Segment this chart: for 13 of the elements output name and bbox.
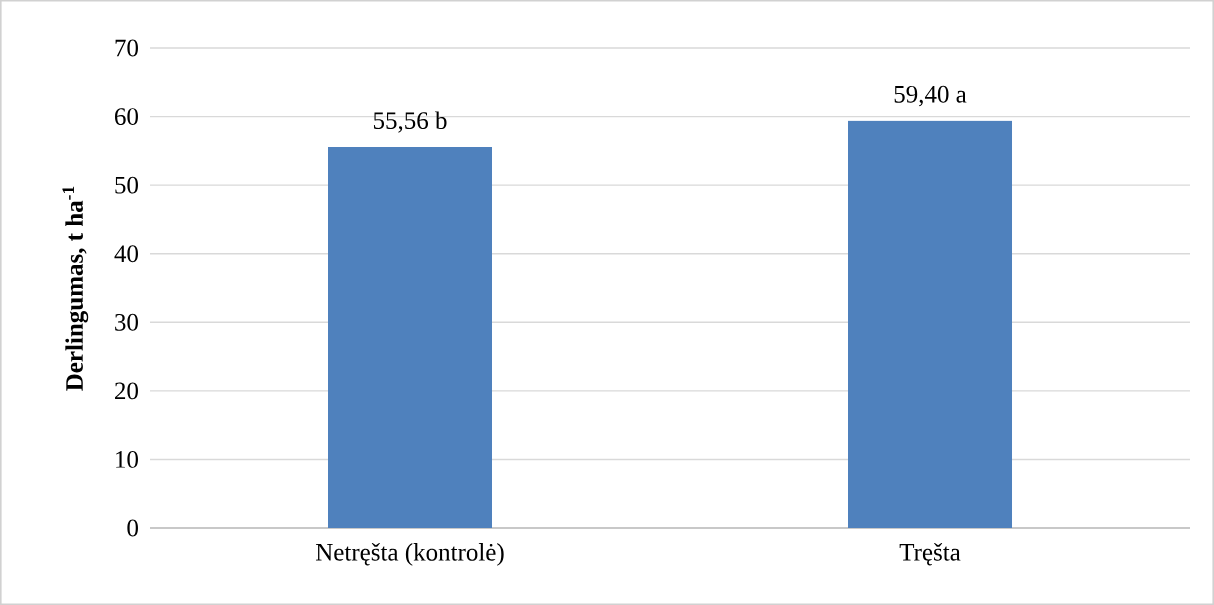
y-tick-label: 30 — [115, 313, 138, 331]
y-tick-label: 70 — [115, 39, 138, 57]
y-tick-label: 40 — [114, 245, 138, 263]
y-tick-label: 60 — [115, 108, 138, 126]
data-label: 59,40 a — [894, 85, 967, 107]
data-label: 55,56 b — [373, 111, 447, 133]
x-tick-label: Tręšta — [899, 543, 961, 566]
y-axis-title: Derlingumas, t ha$^{-1}$ — [62, 186, 89, 391]
y-tick-label: 50 — [115, 176, 138, 194]
y-tick-label: 20 — [115, 382, 138, 400]
x-tick-label: Netręšta (kontrolė) — [315, 543, 504, 566]
y-tick-label: 0 — [127, 519, 138, 537]
y-tick-label: 10 — [116, 450, 138, 468]
